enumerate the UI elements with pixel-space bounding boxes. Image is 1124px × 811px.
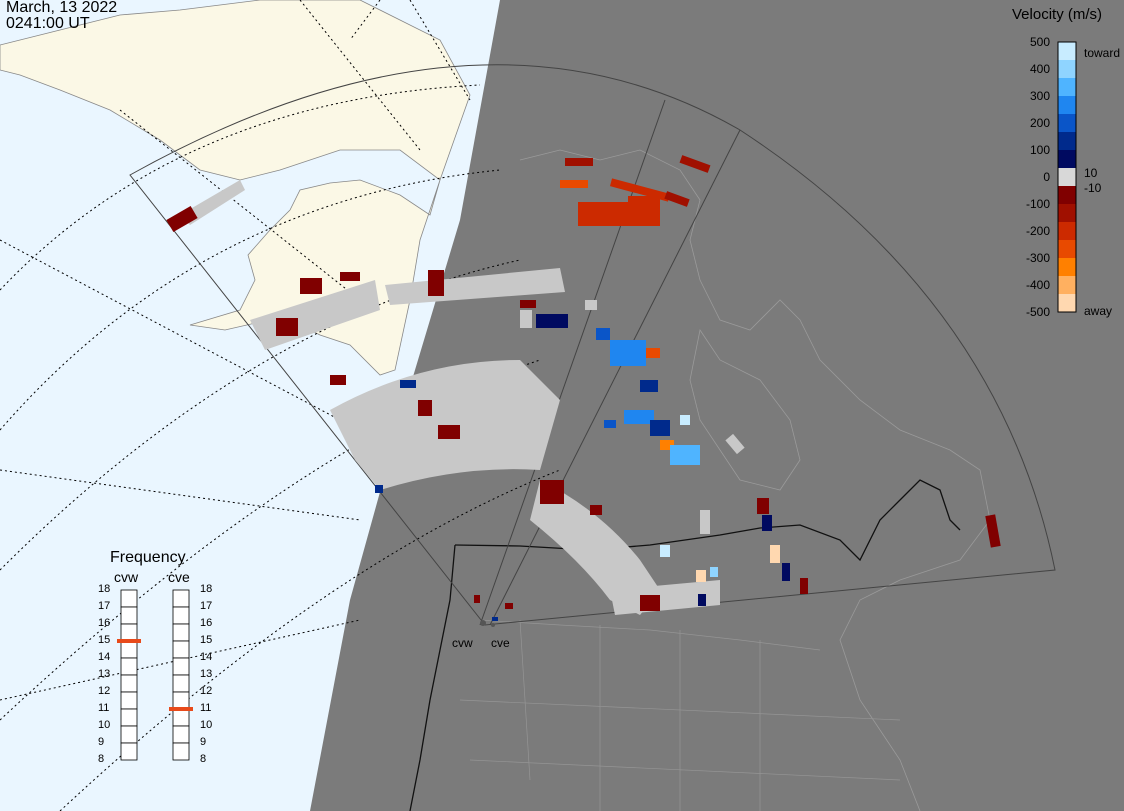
velocity-tick-label: 100 [1029, 143, 1050, 157]
colorbar-segment [1058, 168, 1076, 187]
frequency-indicator-cvw [117, 639, 141, 643]
colorbar-segment [1058, 132, 1076, 151]
colorbar-segment [1058, 150, 1076, 169]
velocity-tick-label: -400 [1025, 278, 1050, 292]
away-label: away [1084, 304, 1113, 318]
frequency-scale-label: 13 [200, 668, 213, 680]
velocity-tick-label: -200 [1025, 224, 1050, 238]
us-states [459, 619, 901, 811]
colorbar-segment [1058, 96, 1076, 115]
velocity-tick-label: -300 [1025, 251, 1050, 265]
frequency-cell [120, 623, 138, 642]
colorbar-segment [1058, 240, 1076, 259]
colorbar-segment [1058, 78, 1076, 97]
frequency-scale-label: 12 [98, 685, 111, 697]
velocity-tick-label: -500 [1025, 305, 1050, 319]
time-label: 0241:00 UT [6, 15, 90, 32]
frequency-cell [120, 708, 138, 727]
frequency-panel [117, 589, 193, 761]
frequency-title: Frequency [110, 549, 186, 566]
frequency-cell [120, 606, 138, 625]
frequency-cell [172, 623, 190, 642]
neg-threshold-label: -10 [1084, 181, 1102, 195]
frequency-scale-label: 9 [200, 736, 207, 748]
frequency-scale-label: 8 [200, 753, 207, 765]
frequency-cell [120, 589, 138, 608]
frequency-cell [120, 674, 138, 693]
frequency-cell [172, 742, 190, 761]
velocity-tick-label: 0 [1043, 170, 1050, 184]
frequency-cell [120, 725, 138, 744]
alaska-landmass [0, 0, 471, 376]
frequency-cell [172, 725, 190, 744]
frequency-scale-label: 15 [200, 634, 213, 646]
frequency-scale-label: 9 [98, 736, 105, 748]
velocity-colorbar [1057, 41, 1077, 313]
site-label-cve: cve [491, 636, 510, 650]
colorbar-frame [1057, 41, 1077, 313]
frequency-cell [120, 742, 138, 761]
frequency-cell [172, 640, 190, 659]
colorbar-segment [1058, 204, 1076, 223]
frequency-cell [120, 691, 138, 710]
frequency-cell [172, 708, 190, 727]
frequency-scale-label: 15 [98, 634, 111, 646]
frequency-col-cvw: cvw [114, 569, 139, 585]
velocity-tick-label: 200 [1029, 116, 1050, 130]
velocity-cells [166, 155, 1001, 621]
site-marker-cve [491, 623, 495, 627]
colorbar-segment [1058, 222, 1076, 241]
frequency-scale-label: 18 [200, 583, 213, 595]
frequency-col-cve: cve [168, 569, 190, 585]
colorbar-segment [1058, 294, 1076, 313]
frequency-scale-label: 14 [98, 651, 111, 663]
colorbar-segment [1058, 114, 1076, 133]
coastline [519, 149, 991, 811]
frequency-cell [172, 657, 190, 676]
frequency-scale-label: 10 [98, 719, 111, 731]
frequency-scale-label: 11 [98, 702, 110, 714]
frequency-scale-label: 16 [200, 617, 213, 629]
night-region [310, 0, 1124, 811]
colorbar-segment [1058, 276, 1076, 295]
colorbar-segment [1058, 60, 1076, 79]
velocity-legend-title: Velocity (m/s) [1012, 6, 1103, 23]
frequency-scale-label: 13 [98, 668, 111, 680]
frequency-scale-label: 14 [200, 651, 213, 663]
frequency-scale-label: 17 [200, 600, 213, 612]
frequency-scale-label: 18 [98, 583, 111, 595]
toward-label: toward [1084, 46, 1121, 60]
frequency-cell [172, 606, 190, 625]
hudson-bay [689, 328, 801, 491]
frequency-cell [172, 589, 190, 608]
site-label-cvw: cvw [452, 636, 473, 650]
pos-threshold-label: 10 [1084, 166, 1098, 180]
frequency-cell [120, 640, 138, 659]
velocity-tick-label: -100 [1025, 197, 1050, 211]
frequency-scale-label: 8 [98, 753, 105, 765]
frequency-scale-label: 10 [200, 719, 213, 731]
frequency-scale-label: 12 [200, 685, 213, 697]
date-label: March, 13 2022 [6, 0, 118, 16]
frequency-indicator-cve [169, 707, 193, 711]
velocity-tick-label: 300 [1029, 89, 1050, 103]
frequency-cell [120, 657, 138, 676]
frequency-cell [172, 674, 190, 693]
us-coast [409, 544, 456, 811]
frequency-scale-label: 16 [98, 617, 111, 629]
frequency-scale-label: 11 [200, 702, 212, 714]
site-marker-cvw [480, 620, 486, 626]
colorbar-segment [1058, 258, 1076, 277]
colorbar-segment [1058, 42, 1076, 61]
velocity-tick-label: 500 [1029, 35, 1050, 49]
colorbar-segment [1058, 186, 1076, 205]
frequency-scale-label: 17 [98, 600, 111, 612]
velocity-tick-label: 400 [1029, 62, 1050, 76]
frequency-cell [172, 691, 190, 710]
